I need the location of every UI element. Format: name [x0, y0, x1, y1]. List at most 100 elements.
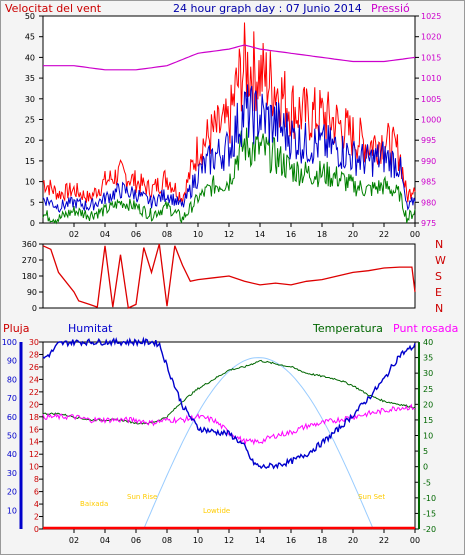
rain-label: Pluja	[3, 322, 29, 335]
pressure-y-tick-label: 980	[421, 198, 436, 207]
wind-x-tick-label: 18	[317, 230, 327, 239]
humidity-label: Humitat	[68, 322, 113, 335]
humidity-y-tick-label: 30	[7, 469, 17, 478]
temperature-y-tick-label: 15	[423, 416, 433, 425]
temperature-y-tick-label: 20	[423, 400, 433, 409]
rain-y-tick-label: 4	[34, 500, 39, 509]
wind-x-tick-label: 08	[162, 230, 172, 239]
series-dewpoint	[42, 403, 416, 446]
pressure-y-tick-label: 1015	[421, 53, 441, 62]
humidity-y-tick-label: 70	[7, 394, 17, 403]
series-temperature	[42, 359, 416, 425]
pressure-y-tick-label: 975	[421, 219, 436, 228]
wind-x-tick-label: 14	[255, 230, 265, 239]
wind-series-min	[42, 127, 416, 225]
direction-letter: W	[435, 254, 446, 267]
wind-x-tick-label: 22	[379, 230, 389, 239]
humidity-y-tick-label: 90	[7, 357, 17, 366]
pressure-y-tick-label: 1020	[421, 33, 441, 42]
direction-y-tick-label: 90	[27, 288, 37, 297]
pressure-y-tick-label: 990	[421, 157, 436, 166]
humidity-chart-group: 1020304050607080901000246810121416182022…	[2, 336, 436, 545]
direction-y-tick-label: 0	[32, 304, 37, 313]
rain-y-tick-label: 2	[34, 513, 39, 522]
wind-y-tick-label: 35	[25, 74, 35, 83]
rain-y-tick-label: 14	[29, 438, 39, 447]
humidity-x-tick-label: 20	[348, 536, 358, 545]
wind-x-tick-label: 20	[348, 230, 358, 239]
rain-y-tick-label: 20	[29, 400, 39, 409]
wind-x-tick-label: 16	[286, 230, 296, 239]
wind-y-tick-label: 25	[25, 116, 35, 125]
rain-y-tick-label: 30	[29, 338, 39, 347]
temperature-y-tick-label: -20	[423, 525, 436, 534]
sun-label: Sun Rise	[127, 493, 157, 501]
chart-title: 24 hour graph day : 07 Junio 2014	[173, 2, 362, 15]
wind-x-tick-label: 06	[131, 230, 141, 239]
humidity-x-tick-label: 18	[317, 536, 327, 545]
temperature-y-tick-label: 40	[423, 338, 433, 347]
pressure-y-tick-label: 985	[421, 178, 436, 187]
wind-chart-group: 0510152025303540455097598098599099510001…	[25, 12, 442, 239]
temperature-y-tick-label: 35	[423, 354, 433, 363]
rain-y-tick-label: 28	[29, 350, 39, 359]
pressure-y-tick-label: 1010	[421, 74, 441, 83]
humidity-x-tick-label: 00	[410, 536, 420, 545]
rain-y-tick-label: 10	[29, 463, 39, 472]
wind-x-tick-label: 12	[224, 230, 234, 239]
pressure-y-tick-label: 1000	[421, 116, 441, 125]
temperature-y-tick-label: -5	[423, 478, 431, 487]
humidity-x-tick-label: 14	[255, 536, 265, 545]
humidity-plot-area	[42, 341, 416, 530]
temperature-y-tick-label: 30	[423, 369, 433, 378]
humidity-y-tick-label: 60	[7, 413, 17, 422]
humidity-y-tick-label: 50	[7, 432, 17, 441]
wind-x-tick-label: 10	[193, 230, 203, 239]
rain-y-tick-label: 26	[29, 363, 39, 372]
direction-y-tick-label: 360	[22, 240, 37, 249]
temperature-label: Temperatura	[312, 322, 383, 335]
wind-y-tick-label: 20	[25, 136, 35, 145]
humidity-x-tick-label: 12	[224, 536, 234, 545]
pressure-line	[43, 44, 416, 71]
pressure-y-tick-label: 995	[421, 136, 436, 145]
direction-letter: S	[435, 270, 442, 283]
sun-label: Sun Set	[358, 493, 385, 501]
humidity-x-tick-label: 06	[131, 536, 141, 545]
wind-y-tick-label: 50	[25, 12, 35, 21]
direction-letter: N	[435, 302, 443, 315]
sun-curve	[143, 357, 374, 530]
rain-y-tick-label: 16	[29, 425, 39, 434]
temperature-y-tick-label: 0	[423, 463, 428, 472]
direction-y-tick-label: 180	[22, 272, 37, 281]
series-humidity	[42, 336, 416, 470]
dewpoint-label: Punt rosada	[393, 322, 458, 335]
humidity-y-tick-label: 80	[7, 375, 17, 384]
humidity-x-tick-label: 02	[69, 536, 79, 545]
humidity-y-tick-label: 20	[7, 488, 17, 497]
sun-label: Lowtide	[203, 507, 230, 515]
rain-y-tick-label: 24	[29, 375, 39, 384]
wind-series-gust	[42, 22, 416, 204]
rain-y-tick-label: 0	[34, 525, 39, 534]
wind-label: Velocitat del vent	[5, 2, 102, 15]
humidity-y-tick-label: 100	[2, 338, 17, 347]
wind-y-tick-label: 0	[30, 219, 35, 228]
humidity-x-tick-label: 10	[193, 536, 203, 545]
wind-y-tick-label: 15	[25, 157, 35, 166]
rain-y-tick-label: 12	[29, 450, 39, 459]
wind-y-tick-label: 5	[30, 198, 35, 207]
humidity-x-tick-label: 22	[379, 536, 389, 545]
sun-label: Baixada	[80, 500, 108, 508]
rain-y-tick-label: 22	[29, 388, 39, 397]
pressure-label: Pressió	[371, 2, 410, 15]
humidity-y-tick-label: 10	[7, 506, 17, 515]
direction-letter: E	[435, 286, 442, 299]
temperature-y-tick-label: 10	[423, 432, 433, 441]
direction-y-tick-label: 270	[22, 256, 37, 265]
rain-y-tick-label: 18	[29, 413, 39, 422]
rain-y-tick-label: 8	[34, 475, 39, 484]
wind-series-avg	[42, 84, 416, 213]
